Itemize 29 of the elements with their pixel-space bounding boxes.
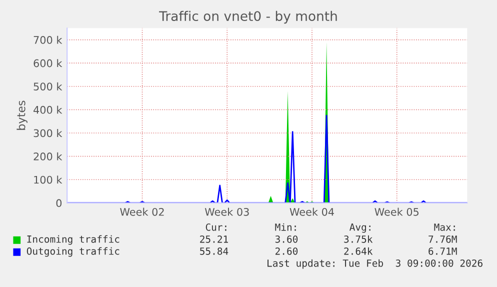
text: 3.75k — [344, 235, 373, 243]
text: Avg: — [350, 224, 370, 233]
text: 3.60 — [275, 235, 298, 243]
text: 25.21 — [200, 235, 228, 243]
text: Min: — [275, 223, 296, 231]
y-tick-label: 400 k — [34, 106, 62, 114]
y-tick-label: 0 — [56, 199, 62, 208]
text: 2.64k — [344, 247, 373, 255]
x-tick-label: Week 05 — [374, 208, 419, 216]
text: 7.76M — [428, 235, 457, 243]
text: 2.60 — [276, 247, 298, 255]
x-tick-label: Week 04 — [290, 208, 334, 216]
text: 55.84 — [200, 247, 228, 255]
y-tick-label: 600 k — [34, 59, 62, 68]
text: Max: — [434, 224, 455, 231]
y-tick-label: 200 k — [34, 152, 62, 160]
legend-label: Incoming traffic — [27, 235, 120, 245]
y-tick-label: 100 k — [34, 176, 62, 184]
text: 6.71M — [428, 247, 457, 255]
text: Last update: Tue Feb 3 09:00:00 2026 — [268, 259, 482, 269]
y-tick-label: 300 k — [34, 129, 62, 138]
text: Cur: — [206, 223, 226, 231]
chart-title: Traffic on vnet0 - by month — [159, 10, 337, 24]
y-tick-label: 500 k — [34, 82, 62, 90]
y-axis-title: bytes — [16, 100, 28, 130]
x-tick-label: Week 02 — [120, 208, 164, 216]
y-tick-label: 700 k — [34, 36, 62, 44]
x-tick-label: Week 03 — [204, 208, 249, 216]
legend-label: Outgoing traffic — [26, 247, 120, 257]
